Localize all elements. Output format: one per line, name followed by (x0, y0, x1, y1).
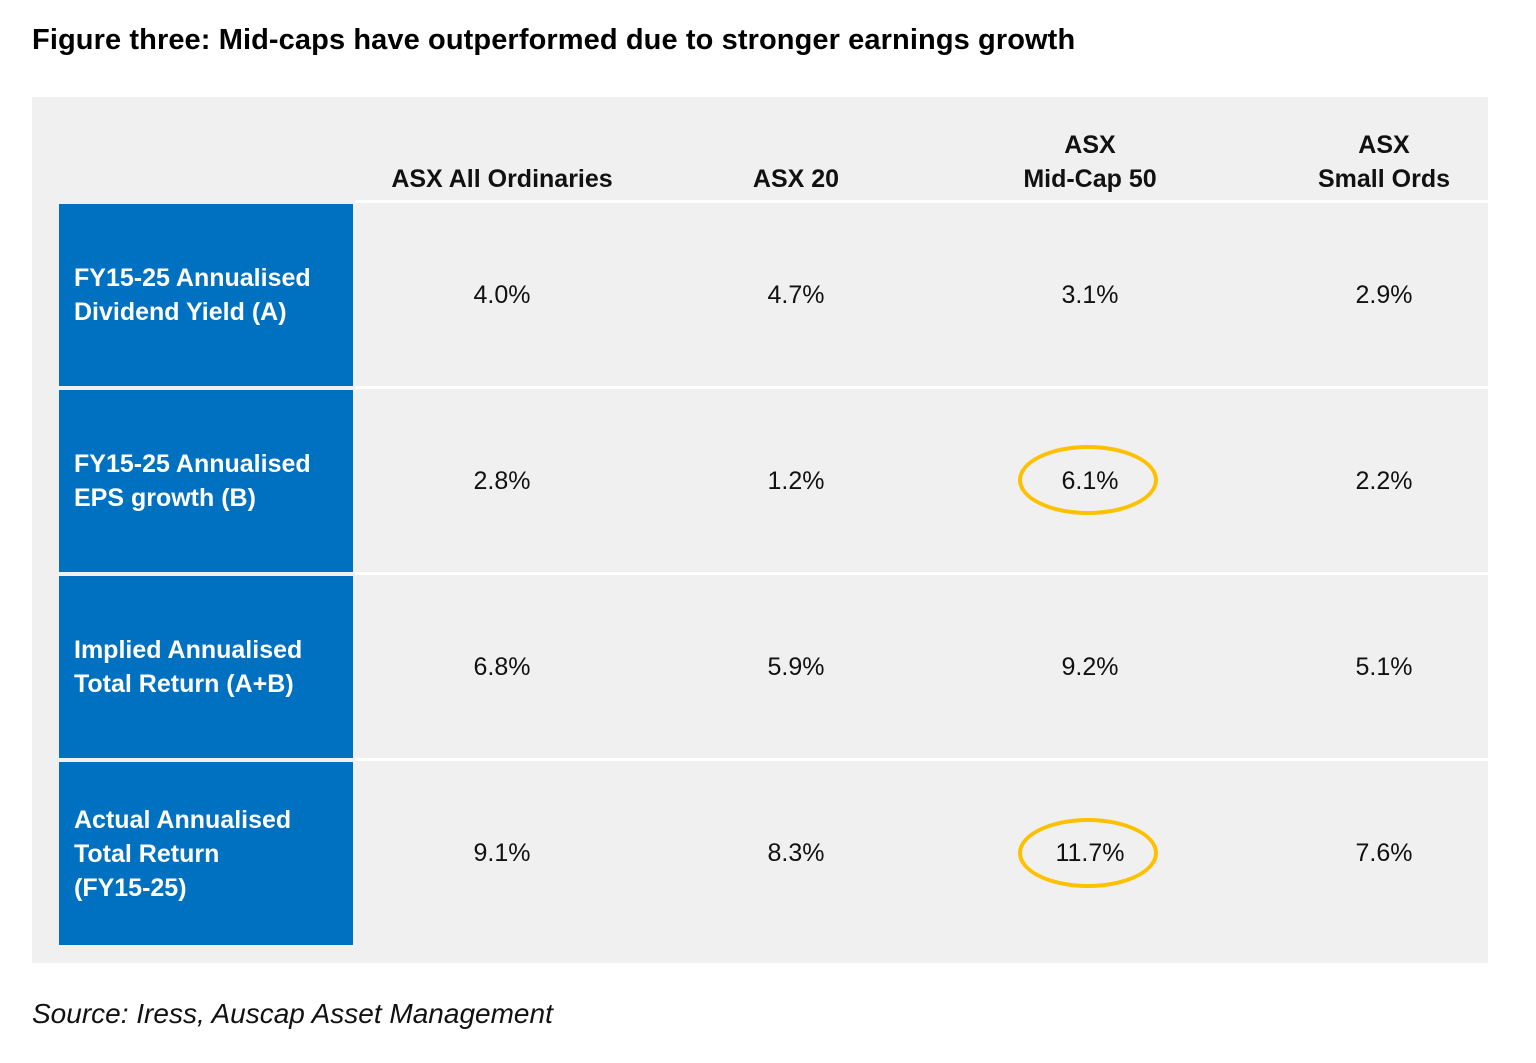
column-header-small-ords: ASX Small Ords (1318, 131, 1450, 193)
row-divider (355, 572, 1488, 575)
highlight-ring-actual-mid-cap (1018, 818, 1158, 888)
header-divider (355, 200, 1488, 203)
table-cell: 2.8% (473, 466, 531, 495)
table-cell: 7.6% (1355, 839, 1413, 867)
column-header-mid-cap-50: ASX Mid-Cap 50 (1023, 131, 1157, 193)
table-cell: 6.8% (473, 652, 531, 681)
row-divider (355, 386, 1488, 389)
table-cell: 9.2% (1061, 652, 1119, 681)
row-label-actual-total-return: Actual Annualised Total Return (FY15-25) (59, 762, 353, 945)
table-cell-highlighted: 11.7% (1055, 839, 1125, 867)
table-cell: 2.2% (1355, 466, 1413, 495)
row-label-eps-growth: FY15-25 Annualised EPS growth (B) (59, 390, 353, 572)
table-cell: 4.0% (473, 280, 531, 309)
figure-title: Figure three: Mid-caps have outperformed… (32, 24, 1076, 56)
table-cell: 2.9% (1355, 280, 1413, 309)
table-cell: 3.1% (1061, 280, 1119, 309)
table-cell: 8.3% (767, 839, 825, 867)
highlight-ring-eps-mid-cap (1018, 445, 1158, 515)
table-cell: 1.2% (767, 466, 825, 495)
table-cell-highlighted: 6.1% (1061, 466, 1119, 495)
table-cell: 5.1% (1355, 652, 1413, 681)
table-cell: 5.9% (767, 652, 825, 681)
column-header-asx-20: ASX 20 (752, 165, 840, 193)
table-cell: 4.7% (767, 280, 825, 309)
table-cell: 9.1% (473, 839, 531, 867)
row-divider (355, 758, 1488, 761)
column-header-all-ordinaries: ASX All Ordinaries (391, 165, 613, 193)
row-label-implied-total-return: Implied Annualised Total Return (A+B) (59, 576, 353, 758)
row-label-dividend-yield: FY15-25 Annualised Dividend Yield (A) (59, 204, 353, 386)
source-note: Source: Iress, Auscap Asset Management (32, 998, 553, 1029)
